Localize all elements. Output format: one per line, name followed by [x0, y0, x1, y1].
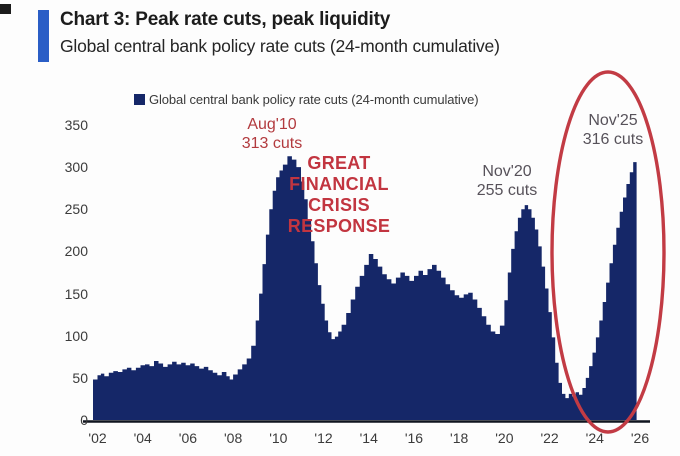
x-tick-label: '12 — [314, 430, 333, 446]
y-tick-label: 300 — [64, 159, 88, 176]
x-tick-label: '06 — [178, 430, 198, 446]
page-title: Chart 3: Peak rate cuts, peak liquidity — [60, 9, 391, 30]
page-subtitle: Global central bank policy rate cuts (24… — [60, 36, 500, 56]
annotation-nov25-peak: Nov'25 316 cuts — [582, 112, 644, 148]
x-tick-label: '14 — [359, 430, 378, 446]
x-tick-label: '10 — [269, 430, 288, 446]
x-tick-label: '24 — [585, 430, 604, 446]
title-accent-bar — [38, 10, 49, 62]
chart-legend: Global central bank policy rate cuts (24… — [134, 91, 479, 107]
legend-label: Global central bank policy rate cuts (24… — [149, 91, 479, 107]
area-series — [93, 153, 637, 420]
annotation-aug10-peak: Aug'10 313 cuts — [241, 116, 303, 152]
y-tick-label: 250 — [64, 201, 88, 218]
annotation-gfc-response: GREAT FINANCIAL CRISIS RESPONSE — [287, 153, 391, 236]
y-tick-label: 350 — [64, 117, 88, 133]
x-tick-label: '18 — [450, 430, 469, 446]
y-tick-label: 100 — [64, 327, 88, 344]
annotation-nov20-peak: Nov'20 255 cuts — [476, 163, 538, 199]
x-tick-label: '16 — [404, 430, 424, 446]
legend-swatch-icon — [134, 93, 145, 105]
x-tick-label: '26 — [630, 430, 650, 446]
x-tick-label: '08 — [224, 430, 243, 446]
x-tick-label: '22 — [540, 430, 559, 446]
x-tick-label: '02 — [88, 430, 107, 446]
x-tick-label: '20 — [495, 430, 514, 446]
corner-artifact — [0, 4, 11, 14]
y-tick-label: 150 — [64, 285, 88, 302]
x-tick-label: '04 — [133, 430, 152, 446]
y-tick-label: 50 — [72, 369, 88, 386]
y-tick-label: 200 — [64, 243, 88, 260]
y-tick-label: 0 — [80, 412, 88, 428]
